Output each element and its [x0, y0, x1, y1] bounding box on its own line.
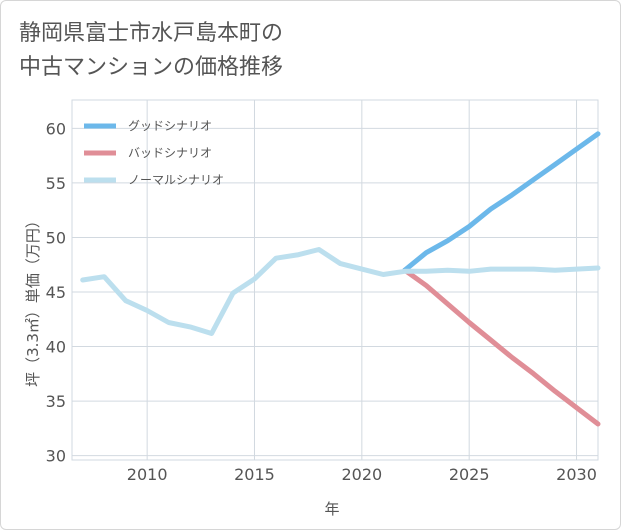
- y-tick-labels: 30 35 40 45 50 55 60: [46, 119, 66, 465]
- legend-label-0: グッドシナリオ: [128, 119, 212, 133]
- x-tick-label: 2020: [341, 465, 382, 484]
- series-line-0: [402, 131, 601, 273]
- y-tick-label: 30: [46, 447, 66, 466]
- x-tick-label: 2025: [449, 465, 490, 484]
- x-tick-label: 2015: [234, 465, 275, 484]
- chart-title: 静岡県富士市水戸島本町の 中古マンションの価格推移: [19, 17, 283, 85]
- x-axis-label: 年: [324, 500, 339, 518]
- y-axis-label: 坪（3.3㎡）単価（万円）: [24, 213, 42, 387]
- series-lines: [80, 131, 601, 427]
- x-tick-label: 2030: [556, 465, 597, 484]
- series-line-2: [80, 247, 601, 336]
- y-tick-label: 45: [46, 283, 66, 302]
- chart-title-line-2: 中古マンションの価格推移: [19, 55, 284, 80]
- y-tick-label: 55: [46, 174, 66, 193]
- plot-area-border: [71, 99, 599, 461]
- series-line-1: [402, 267, 601, 427]
- grid-lines: [71, 99, 599, 461]
- legend-label-2: ノーマルシナリオ: [128, 173, 224, 187]
- legend-label-1: バッドシナリオ: [128, 146, 212, 160]
- y-tick-label: 40: [46, 338, 66, 357]
- x-tick-labels: 2010 2015 2020 2025 2030: [127, 465, 597, 484]
- y-tick-label: 60: [46, 119, 66, 138]
- y-tick-label: 50: [46, 228, 66, 247]
- chart-title-line-1: 静岡県富士市水戸島本町の: [19, 21, 284, 46]
- y-tick-label: 35: [46, 392, 66, 411]
- x-tick-label: 2010: [127, 465, 168, 484]
